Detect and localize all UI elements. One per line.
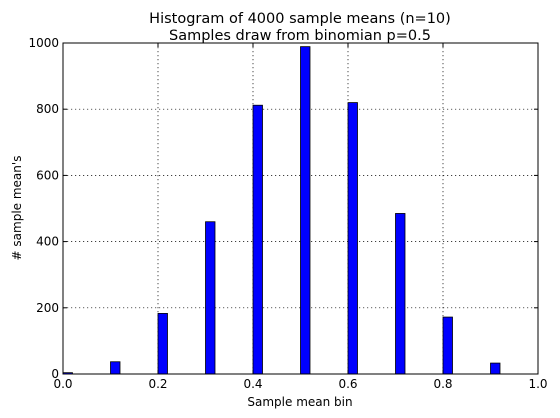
plot-area-frame (62, 42, 539, 375)
histogram-bar (110, 361, 121, 375)
y-tick-label: 0 (51, 367, 59, 381)
chart-subtitle: Samples draw from binomian p=0.5 (169, 28, 431, 44)
bars (62, 46, 501, 375)
histogram-bar (157, 313, 168, 375)
chart-title: Histogram of 4000 sample means (n=10) (149, 11, 451, 27)
histogram-bar (205, 221, 216, 375)
x-tick-label: 0.0 (53, 377, 72, 391)
y-axis-label: # sample mean's (10, 156, 24, 261)
y-tick-label: 1000 (28, 36, 59, 50)
y-tick-label: 800 (36, 102, 59, 116)
x-tick-label: 1.0 (528, 377, 547, 391)
x-tick-label: 0.2 (148, 377, 167, 391)
histogram-bar (347, 102, 358, 375)
x-axis-label: Sample mean bin (247, 395, 352, 409)
histogram-bar (442, 316, 453, 375)
y-tick-label: 400 (36, 235, 59, 249)
x-tick-label: 0.8 (433, 377, 452, 391)
y-tick-label: 200 (36, 301, 59, 315)
histogram-bar (300, 46, 311, 375)
histogram-bar (490, 362, 501, 375)
histogram-bar (395, 213, 406, 375)
x-tick-label: 0.6 (338, 377, 357, 391)
ticks: 0.0 0.2 0.4 0.6 0.8 1.0 0 200 400 600 800 1000 (28, 36, 547, 391)
y-tick-label: 600 (36, 168, 59, 182)
x-tick-label: 0.4 (243, 377, 262, 391)
histogram-bar (252, 104, 263, 375)
